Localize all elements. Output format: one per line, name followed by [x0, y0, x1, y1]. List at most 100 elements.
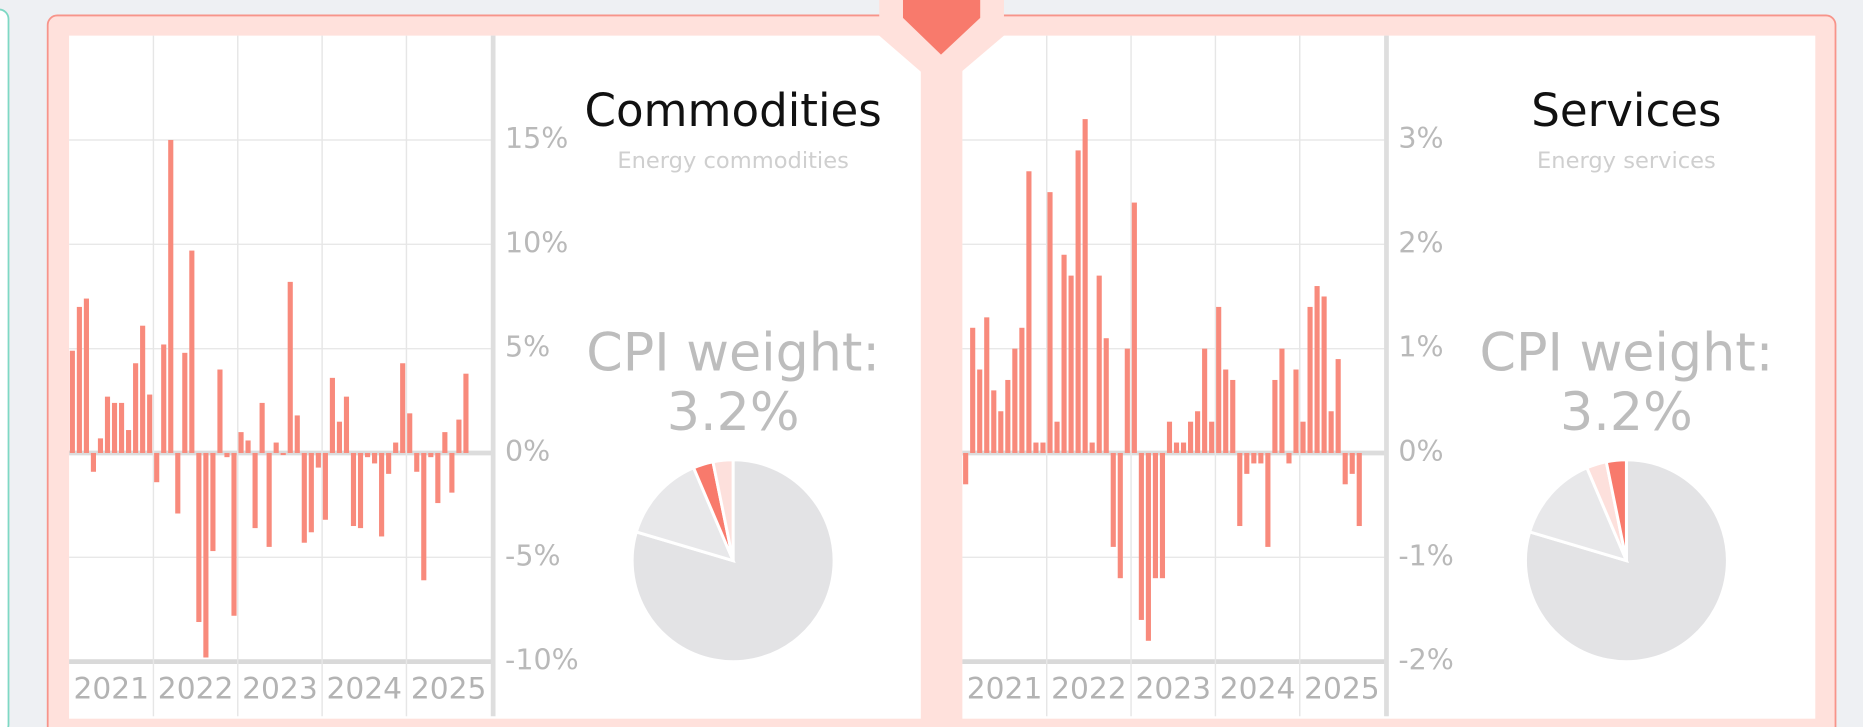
- bar: [1293, 369, 1299, 453]
- bar: [266, 452, 272, 547]
- annotation: CPI weight:: [1480, 322, 1774, 383]
- bar: [315, 452, 321, 468]
- y-tick-label: 0%: [1398, 435, 1443, 468]
- bar: [421, 452, 427, 581]
- bar: [1251, 452, 1257, 464]
- bar: [118, 402, 125, 453]
- bar: [147, 394, 153, 453]
- bar: [168, 139, 174, 453]
- pie-slice: [1604, 458, 1628, 561]
- pie-slice: [634, 465, 736, 564]
- bar: [210, 452, 216, 552]
- bar: [1342, 452, 1348, 485]
- bar: [998, 411, 1004, 453]
- bar: [1054, 421, 1060, 453]
- bar: [393, 442, 399, 453]
- bar: [1216, 306, 1222, 453]
- bar: [984, 317, 990, 453]
- annotation: 3.2%: [667, 382, 800, 443]
- chart-title: Services: [1531, 84, 1721, 137]
- bar: [414, 452, 420, 472]
- bar: [224, 452, 230, 458]
- pie-slice: [1527, 465, 1630, 564]
- bar: [1047, 192, 1053, 453]
- bar: [364, 452, 371, 458]
- bar: [442, 432, 448, 453]
- bar: [1258, 452, 1264, 464]
- bar: [69, 350, 75, 453]
- bar: [287, 281, 293, 453]
- y-tick-label: 5%: [505, 331, 550, 364]
- bar: [1152, 452, 1158, 579]
- x-tick-label: 2024: [1220, 672, 1296, 707]
- x-tick-label: 2024: [326, 672, 402, 707]
- bar: [1103, 338, 1109, 453]
- bar: [189, 250, 195, 453]
- bar: [1328, 411, 1334, 453]
- bar: [386, 452, 392, 474]
- bar: [203, 452, 209, 658]
- x-tick-label: 2022: [158, 672, 234, 707]
- bar: [1138, 452, 1144, 620]
- bar: [1202, 348, 1208, 453]
- bar: [1335, 359, 1341, 453]
- bar: [1145, 452, 1151, 641]
- y-tick-label: 2%: [1398, 226, 1443, 259]
- chart-title: Commodities: [584, 84, 881, 137]
- bar: [1356, 452, 1362, 527]
- bar: [1279, 348, 1285, 453]
- bar: [301, 452, 307, 543]
- y-tick-label: -5%: [505, 539, 560, 572]
- x-tick-label: 2021: [967, 672, 1043, 707]
- bar: [379, 452, 385, 537]
- arrow: [902, 0, 981, 55]
- bar: [231, 452, 237, 616]
- bar: [1244, 452, 1250, 474]
- charts: -10%-5%0%5%10%15%2021 2022 2023 2024 2025Com…: [69, 35, 1774, 717]
- bar: [133, 363, 139, 453]
- bar: [273, 442, 279, 453]
- y-tick-label: 1%: [1398, 331, 1443, 364]
- bar: [1286, 452, 1292, 464]
- bar: [1265, 452, 1271, 547]
- bar: [1019, 327, 1025, 453]
- bar: [259, 402, 265, 453]
- bar: [1124, 348, 1130, 453]
- bar: [428, 452, 434, 458]
- x-tick-label: 2023: [1135, 672, 1211, 707]
- bar: [104, 396, 111, 453]
- bar: [1237, 452, 1243, 527]
- bar: [1040, 442, 1046, 453]
- bar: [400, 363, 406, 453]
- bar: [1075, 150, 1081, 453]
- bar: [308, 452, 314, 533]
- bar: [1223, 369, 1229, 453]
- bar: [83, 298, 89, 453]
- bar: [1195, 411, 1201, 453]
- bar: [407, 413, 413, 453]
- bar: [449, 452, 455, 493]
- bar: [1230, 379, 1236, 453]
- bar: [1061, 254, 1067, 453]
- bar: [1349, 452, 1355, 474]
- bar: [217, 369, 223, 453]
- bar: [294, 415, 300, 453]
- bar: [175, 452, 181, 514]
- bar: [357, 452, 364, 529]
- bar: [1117, 452, 1123, 579]
- bar: [1314, 286, 1320, 453]
- bar: [97, 438, 104, 453]
- bar: [140, 325, 146, 453]
- bar: [252, 452, 258, 529]
- bar: [343, 396, 350, 453]
- bar: [1068, 275, 1074, 453]
- x-tick-label: 2025: [411, 672, 487, 707]
- bar: [435, 452, 441, 504]
- bar: [1159, 452, 1166, 579]
- y-tick-label: 15%: [505, 122, 568, 155]
- bar: [1012, 348, 1018, 453]
- bar: [1300, 421, 1306, 453]
- bar: [372, 452, 378, 464]
- bar: [182, 352, 188, 453]
